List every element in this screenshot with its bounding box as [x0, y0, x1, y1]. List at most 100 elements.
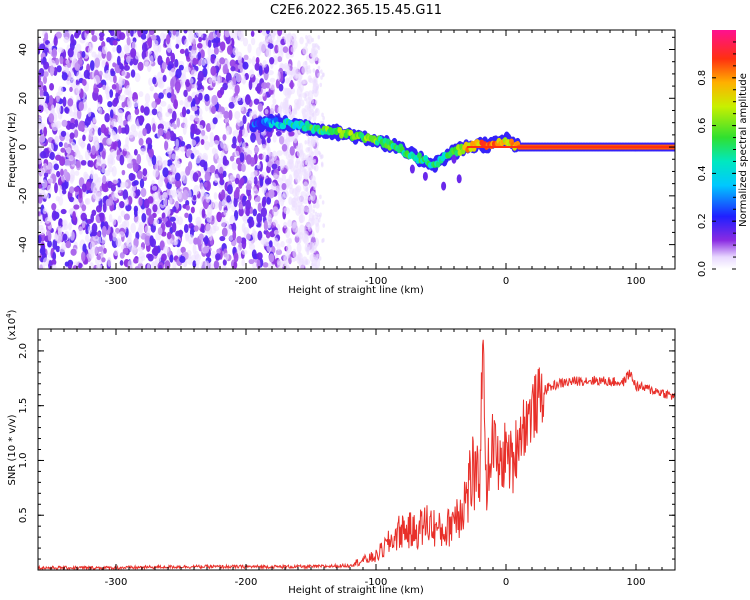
spectrogram-noise-cell: [112, 39, 118, 46]
spectrogram-noise-cell: [152, 220, 157, 226]
spectrogram-noise-cell: [188, 213, 193, 223]
spectrogram-noise-cell: [101, 225, 107, 237]
spectrogram-noise-cell: [269, 83, 276, 91]
spectrogram-noise-cell: [213, 260, 220, 269]
spectrogram-noise-cell: [38, 235, 42, 244]
spectrogram-noise-cell: [174, 155, 180, 167]
spectrogram-noise-cell: [282, 101, 287, 111]
spectrogram-noise-cell: [261, 144, 267, 151]
spectrogram-noise-cell: [173, 98, 179, 110]
spectrogram-noise-cell: [269, 77, 276, 83]
spectrogram-noise-cell: [101, 46, 108, 55]
spectrogram-noise-cell: [193, 225, 199, 232]
spectrogram-noise-cell: [185, 204, 190, 211]
spectrogram-noise-cell: [84, 149, 90, 161]
colorbar-tick-label: 0.2: [697, 213, 708, 229]
spectrogram-noise-cell: [147, 143, 153, 150]
spectrogram-noise-cell: [269, 230, 276, 238]
spectrogram-noise-cell: [98, 32, 105, 38]
y-tick-label: 0: [18, 144, 29, 150]
spectrogram-noise-cell: [121, 101, 126, 108]
spectrogram-noise-cell: [307, 209, 310, 214]
spectrogram-noise-cell: [140, 105, 145, 113]
spectrogram-noise-cell: [127, 259, 134, 269]
spectrogram-noise-cell: [265, 213, 272, 220]
spectrogram-noise-cell: [295, 72, 302, 82]
colorbar-tick-label: 0.4: [697, 165, 708, 181]
spectrogram-noise-cell: [283, 33, 289, 44]
snr-x-label: Height of straight line (km): [288, 585, 424, 596]
spectrogram-noise-cell: [241, 249, 248, 255]
spectrogram-noise-cell: [279, 165, 284, 171]
spectrogram-noise-cell: [43, 172, 49, 178]
spectrogram-noise-cell: [231, 222, 237, 234]
spectrogram-noise-cell: [292, 66, 298, 75]
spectrogram-noise-cell: [101, 167, 106, 173]
spectrogram-noise-cell: [301, 233, 309, 243]
spectrogram-noise-cell: [188, 32, 195, 43]
spectrogram-noise-cell: [237, 133, 242, 144]
spectrogram-noise-cell: [289, 145, 295, 156]
spectrogram-noise-cell: [179, 48, 185, 55]
spectrogram-noise-cell: [297, 80, 302, 89]
spectrogram-noise-cell: [88, 131, 93, 141]
spectrogram-noise-cell: [229, 31, 237, 40]
spectrogram-noise-cell: [180, 141, 186, 147]
spectrogram-noise-cell: [68, 222, 72, 231]
spectrogram-noise-cell: [272, 206, 279, 217]
spectrogram-noise-cell: [162, 159, 169, 166]
spectrogram-noise-cell: [162, 245, 170, 254]
spectrogram-noise-cell: [322, 223, 326, 228]
spectrogram-noise-cell: [135, 189, 141, 197]
spectrogram-noise-cell: [93, 74, 101, 85]
spectrogram-noise-cell: [192, 172, 199, 182]
spectrogram-noise-cell: [182, 189, 189, 201]
spectrogram-noise-cell: [308, 167, 312, 172]
spectrogram-noise-cell: [241, 142, 246, 150]
spectrogram-noise-cell: [120, 210, 126, 217]
spectrogram-noise-cell: [58, 141, 63, 147]
spectrogram-noise-cell: [222, 134, 227, 141]
spectrogram-noise-cell: [150, 34, 157, 41]
spectrogram-noise-cell: [247, 58, 253, 64]
spectrogram-noise-cell: [173, 123, 177, 130]
spectrogram-noise-cell: [122, 189, 129, 201]
spectrogram-noise-cell: [262, 151, 267, 161]
spectrogram-noise-cell: [222, 259, 227, 266]
spectrogram-noise-cell: [91, 35, 98, 42]
spectrogram-noise-cell: [305, 187, 308, 192]
spectrogram-noise-cell: [272, 98, 277, 105]
spectrogram-noise-cell: [219, 57, 226, 65]
spectrogram-noise-cell: [183, 123, 188, 129]
spectrogram-noise-cell: [311, 246, 315, 252]
spectrogram-noise-cell: [265, 231, 271, 239]
spectrogram-noise-cell: [256, 195, 261, 203]
spectrogram-noise-cell: [117, 215, 122, 224]
spectrogram-noise-cell: [277, 191, 283, 202]
spectrogram-noise-cell: [198, 233, 204, 240]
spectrogram-noise-cell: [219, 173, 224, 183]
spectrogram-noise-cell: [55, 57, 60, 66]
spectrogram-noise-cell: [278, 135, 285, 145]
spectrogram-noise-cell: [90, 30, 95, 36]
spectrogram-noise-cell: [303, 172, 310, 180]
spectrogram-noise-cell: [77, 58, 83, 65]
spectrogram-noise-cell: [112, 231, 118, 237]
spectrogram-noise-cell: [64, 106, 70, 114]
spectrogram-noise-cell: [246, 233, 251, 241]
spectrogram-noise-cell: [245, 184, 252, 191]
spectrogram-noise-cell: [152, 168, 159, 178]
spectrogram-noise-cell: [162, 74, 167, 83]
spectrogram-noise-cell: [165, 209, 171, 215]
spectrogram-noise-cell: [82, 134, 86, 142]
spectrogram-noise-cell: [189, 114, 195, 122]
spectrogram-noise-cell: [295, 145, 300, 151]
spectrogram-noise-cell: [305, 260, 308, 265]
spectrogram-noise-cell: [272, 134, 277, 143]
spectrogram-noise-cell: [175, 230, 181, 237]
spectrogram-noise-cell: [39, 227, 46, 236]
spectrogram-noise-cell: [199, 159, 206, 168]
spectrogram-noise-cell: [277, 43, 284, 54]
spectrogram-noise-cell: [93, 246, 99, 255]
